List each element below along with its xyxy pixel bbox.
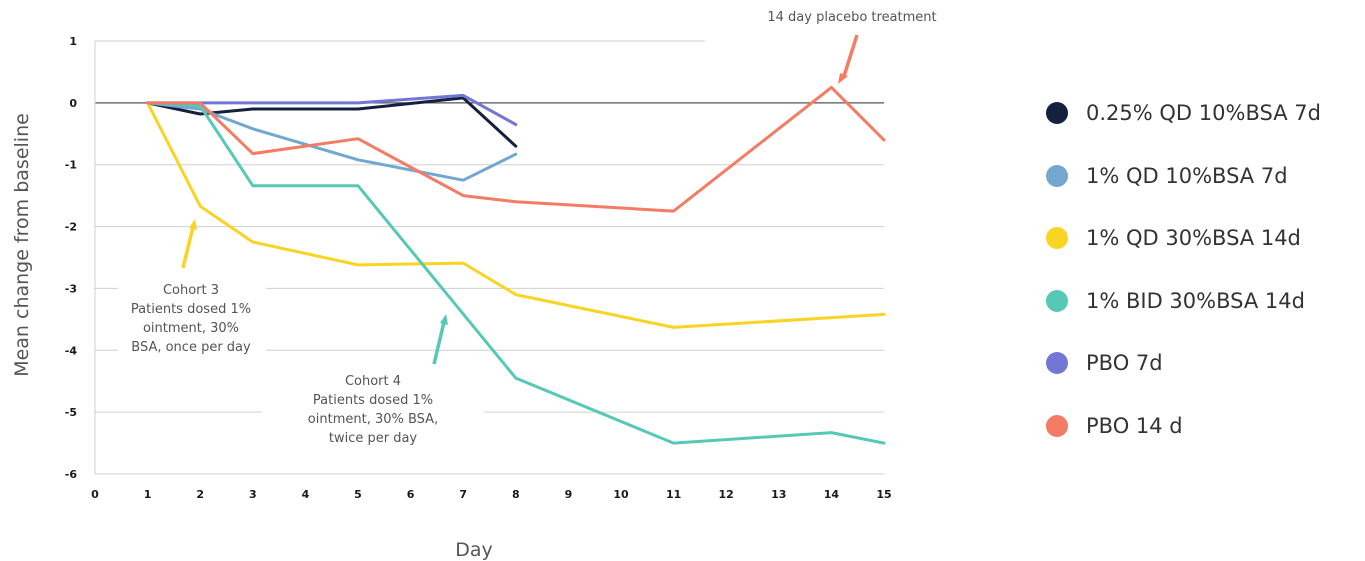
x-tick-label: 4 [302, 488, 310, 501]
cohort3-line-4: BSA, once per day [131, 340, 251, 355]
legend-label: 1% QD 10%BSA 7d [1086, 163, 1288, 188]
x-tick-label: 7 [459, 488, 467, 501]
legend-label: 0.25% QD 10%BSA 7d [1086, 101, 1321, 126]
series-line-3 [146, 101, 886, 445]
legend-label: 1% QD 30%BSA 14d [1086, 226, 1301, 251]
cohort4-note-bg [262, 366, 484, 454]
cohort3-note-bg [118, 275, 266, 357]
gridlines [94, 40, 884, 475]
cohort3-arrow [181, 219, 197, 269]
x-tick-label: 10 [613, 488, 629, 501]
legend-swatch [1046, 414, 1068, 437]
y-tick-label: -3 [65, 282, 77, 295]
y-tick-label: -1 [65, 159, 77, 172]
y-tick-label: 1 [69, 35, 77, 48]
x-tick-label: 8 [512, 488, 520, 501]
cohort3-line-2: Patients dosed 1% [131, 302, 251, 317]
legend-swatch [1046, 164, 1068, 187]
legend-item: 1% QD 30%BSA 14d [1046, 207, 1321, 270]
legend-swatch [1046, 227, 1068, 250]
x-axis-ticks: 0 1 2 3 4 5 6 7 8 9 10 11 12 13 14 15 [91, 488, 891, 501]
x-tick-label: 2 [196, 488, 204, 501]
cohort4-line-1: Cohort 4 [345, 374, 401, 389]
y-tick-label: -6 [65, 468, 78, 481]
legend-label: 1% BID 30%BSA 14d [1086, 288, 1305, 313]
x-tick-label: 3 [249, 488, 257, 501]
legend-label: PBO 7d [1086, 351, 1163, 376]
x-tick-label: 1 [144, 488, 152, 501]
x-tick-label: 13 [771, 488, 786, 501]
cohort4-annotation: Cohort 4 Patients dosed 1% ointment, 30%… [308, 374, 438, 446]
cohort3-annotation: Cohort 3 Patients dosed 1% ointment, 30%… [131, 283, 251, 355]
y-tick-label: -4 [65, 344, 78, 357]
x-tick-label: 12 [719, 488, 734, 501]
x-tick-label: 0 [91, 488, 99, 501]
x-axis-title: Day [455, 539, 493, 561]
y-tick-label: -5 [65, 406, 77, 419]
cohort4-line-2: Patients dosed 1% [313, 393, 433, 408]
cohort4-line-4: twice per day [329, 431, 418, 446]
x-tick-label: 14 [824, 488, 840, 501]
legend-swatch [1046, 102, 1068, 125]
legend-swatch [1046, 352, 1068, 375]
cohort4-arrow [432, 314, 448, 365]
legend-item: 1% BID 30%BSA 14d [1046, 270, 1321, 333]
x-tick-label: 15 [876, 488, 891, 501]
series-lines [146, 85, 886, 445]
x-tick-label: 6 [407, 488, 415, 501]
legend-swatch [1046, 289, 1068, 312]
legend: 0.25% QD 10%BSA 7d 1% QD 10%BSA 7d 1% QD 3… [1046, 82, 1321, 457]
cohort3-line-3: ointment, 30% [143, 321, 239, 336]
y-axis-ticks: 1 0 -1 -2 -3 -4 -5 -6 [65, 35, 78, 481]
legend-item: PBO 14 d [1046, 395, 1321, 458]
series-line-2 [146, 101, 886, 329]
x-tick-label: 5 [354, 488, 362, 501]
y-axis-title: Mean change from baseline [11, 113, 33, 377]
legend-item: 0.25% QD 10%BSA 7d [1046, 82, 1321, 145]
legend-item: PBO 7d [1046, 332, 1321, 395]
placebo-arrow [838, 34, 859, 84]
cohort4-line-3: ointment, 30% BSA, [308, 412, 438, 427]
placebo-annotation: 14 day placebo treatment [767, 10, 936, 25]
y-tick-label: 0 [69, 97, 77, 110]
series-line-5 [146, 85, 886, 213]
legend-label: PBO 14 d [1086, 413, 1183, 438]
x-tick-label: 9 [565, 488, 573, 501]
y-tick-label: -2 [65, 221, 77, 234]
series-line-1 [146, 101, 518, 182]
legend-item: 1% QD 10%BSA 7d [1046, 145, 1321, 208]
cohort3-line-1: Cohort 3 [163, 283, 219, 298]
x-tick-label: 11 [666, 488, 681, 501]
series-line-0 [146, 96, 518, 148]
